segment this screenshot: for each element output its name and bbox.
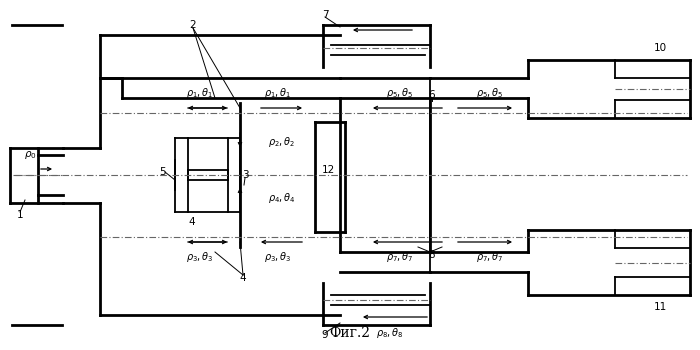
Text: 10: 10 (653, 43, 666, 53)
Text: 1: 1 (17, 210, 23, 220)
Text: $\rho_3, \theta_3$: $\rho_3, \theta_3$ (186, 250, 214, 264)
Text: 5: 5 (159, 167, 165, 177)
Text: $\rho_1, \theta_1$: $\rho_1, \theta_1$ (265, 86, 292, 100)
Text: $\rho_5, \theta_5$: $\rho_5, \theta_5$ (476, 86, 504, 100)
Text: 12: 12 (321, 165, 335, 175)
Text: 6: 6 (428, 90, 435, 100)
Text: $\rho_5, \theta_5$: $\rho_5, \theta_5$ (386, 86, 414, 100)
Text: $\rho_3, \theta_3$: $\rho_3, \theta_3$ (264, 250, 292, 264)
Text: 4: 4 (239, 273, 246, 283)
Text: Фиг.2: Фиг.2 (330, 326, 370, 340)
Text: $\rho_2, \theta_2$: $\rho_2, \theta_2$ (268, 135, 295, 149)
Text: $\rho_8, \theta_8$: $\rho_8, \theta_8$ (376, 326, 404, 340)
Text: 3: 3 (241, 170, 248, 180)
Text: $\rho_4, \theta_4$: $\rho_4, \theta_4$ (268, 191, 296, 205)
Text: 9: 9 (322, 330, 328, 340)
Text: 7: 7 (322, 10, 328, 20)
Text: $\rho_0$: $\rho_0$ (24, 149, 36, 161)
Text: 4: 4 (189, 217, 195, 227)
Text: $\rho_7, \theta_7$: $\rho_7, \theta_7$ (476, 250, 504, 264)
Text: 2: 2 (190, 20, 196, 30)
Text: $\rho_1, \theta_1$: $\rho_1, \theta_1$ (186, 86, 214, 100)
Text: 11: 11 (653, 302, 666, 312)
Text: 8: 8 (428, 250, 435, 260)
Text: $\rho_7, \theta_7$: $\rho_7, \theta_7$ (386, 250, 414, 264)
